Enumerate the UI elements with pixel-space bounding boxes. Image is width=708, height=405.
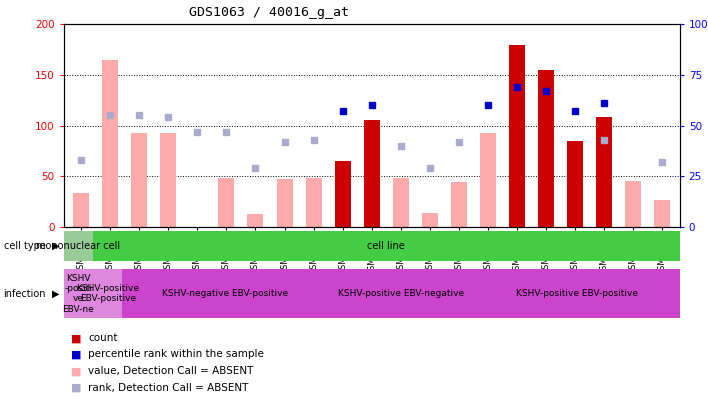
Text: ▶: ▶ <box>52 241 59 251</box>
Text: GDS1063 / 40016_g_at: GDS1063 / 40016_g_at <box>189 6 349 19</box>
Bar <box>474 269 680 318</box>
Text: ■: ■ <box>71 350 81 359</box>
Text: cell line: cell line <box>367 241 405 251</box>
Bar <box>64 231 93 261</box>
Bar <box>596 117 612 227</box>
Bar <box>625 181 641 227</box>
Text: rank, Detection Call = ABSENT: rank, Detection Call = ABSENT <box>88 383 249 393</box>
Bar <box>364 121 379 227</box>
Bar <box>219 178 234 227</box>
Bar <box>122 269 328 318</box>
Bar <box>64 269 93 318</box>
Text: ■: ■ <box>71 367 81 376</box>
Bar <box>131 133 147 227</box>
Bar <box>451 182 467 227</box>
Bar <box>93 269 122 318</box>
Bar <box>102 60 118 227</box>
Text: KSHV
-positi
ve
EBV-ne: KSHV -positi ve EBV-ne <box>62 273 94 314</box>
Bar <box>422 213 438 227</box>
Text: KSHV-positive EBV-positive: KSHV-positive EBV-positive <box>516 289 638 298</box>
Bar <box>277 179 292 227</box>
Text: mononuclear cell: mononuclear cell <box>36 241 120 251</box>
Bar <box>654 200 670 227</box>
Bar <box>538 70 554 227</box>
Bar <box>509 45 525 227</box>
Bar <box>73 194 89 227</box>
Bar <box>393 178 409 227</box>
Text: percentile rank within the sample: percentile rank within the sample <box>88 350 264 359</box>
Text: KSHV-positive EBV-negative: KSHV-positive EBV-negative <box>338 289 464 298</box>
Bar <box>328 269 474 318</box>
Bar <box>567 141 583 227</box>
Text: KSHV-negative EBV-positive: KSHV-negative EBV-positive <box>162 289 288 298</box>
Bar <box>480 133 496 227</box>
Text: ■: ■ <box>71 383 81 393</box>
Text: value, Detection Call = ABSENT: value, Detection Call = ABSENT <box>88 367 254 376</box>
Bar <box>306 178 321 227</box>
Bar <box>160 133 176 227</box>
Text: infection: infection <box>4 289 46 298</box>
Bar <box>248 214 263 227</box>
Text: KSHV-positive
EBV-positive: KSHV-positive EBV-positive <box>76 284 139 303</box>
Text: ■: ■ <box>71 333 81 343</box>
Text: ▶: ▶ <box>52 289 59 298</box>
Text: cell type: cell type <box>4 241 45 251</box>
Text: count: count <box>88 333 118 343</box>
Bar <box>335 161 350 227</box>
